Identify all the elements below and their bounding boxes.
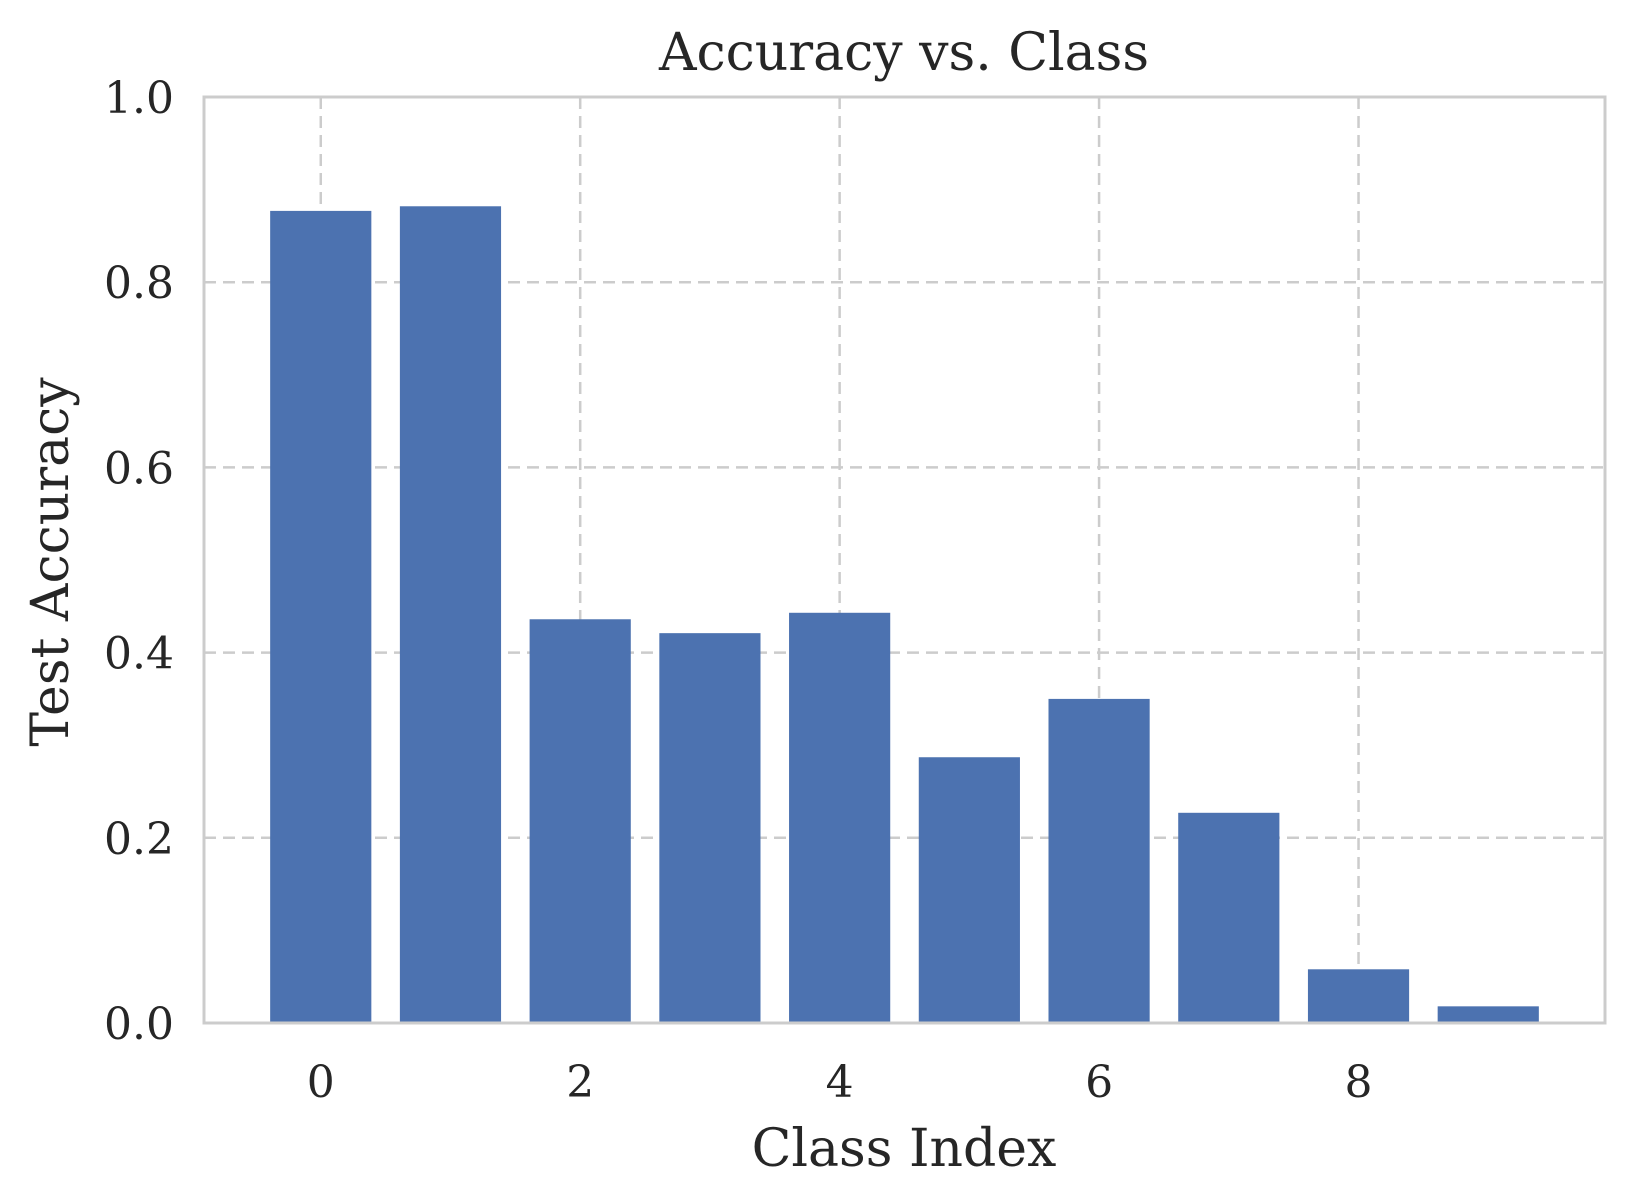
chart-title: Accuracy vs. Class xyxy=(658,23,1149,83)
y-tick-label-0: 0.0 xyxy=(104,999,174,1050)
x-tick-label-3: 6 xyxy=(1085,1057,1113,1108)
bar-class-2 xyxy=(529,619,631,1023)
bar-class-4 xyxy=(789,612,891,1023)
plot-frame xyxy=(202,95,1607,1025)
bars xyxy=(270,206,1539,1023)
x-tick-label-2: 4 xyxy=(826,1057,854,1108)
bar-class-0 xyxy=(270,210,372,1023)
y-tick-label-3: 0.6 xyxy=(104,443,174,494)
x-tick-labels: 0 2 4 6 8 xyxy=(307,1057,1373,1108)
bar-class-8 xyxy=(1307,969,1410,1023)
bar-class-9 xyxy=(1437,1006,1539,1023)
bar-class-5 xyxy=(918,757,1020,1023)
y-tick-label-1: 0.2 xyxy=(104,814,174,865)
y-axis-label: Test Accuracy xyxy=(21,377,81,747)
x-axis-label: Class Index xyxy=(752,1119,1057,1179)
x-tick-label-0: 0 xyxy=(307,1057,335,1108)
y-tick-labels: 0.0 0.2 0.4 0.6 0.8 1.0 xyxy=(104,73,174,1050)
x-tick-label-4: 8 xyxy=(1345,1057,1373,1108)
bar-class-7 xyxy=(1178,812,1280,1023)
y-tick-label-4: 0.8 xyxy=(104,258,174,309)
y-tick-label-5: 1.0 xyxy=(104,73,174,124)
bar-class-6 xyxy=(1048,698,1150,1023)
y-tick-label-2: 0.4 xyxy=(104,629,174,680)
x-tick-label-1: 2 xyxy=(566,1057,594,1108)
bar-class-3 xyxy=(659,633,761,1023)
bar-class-1 xyxy=(399,206,502,1023)
